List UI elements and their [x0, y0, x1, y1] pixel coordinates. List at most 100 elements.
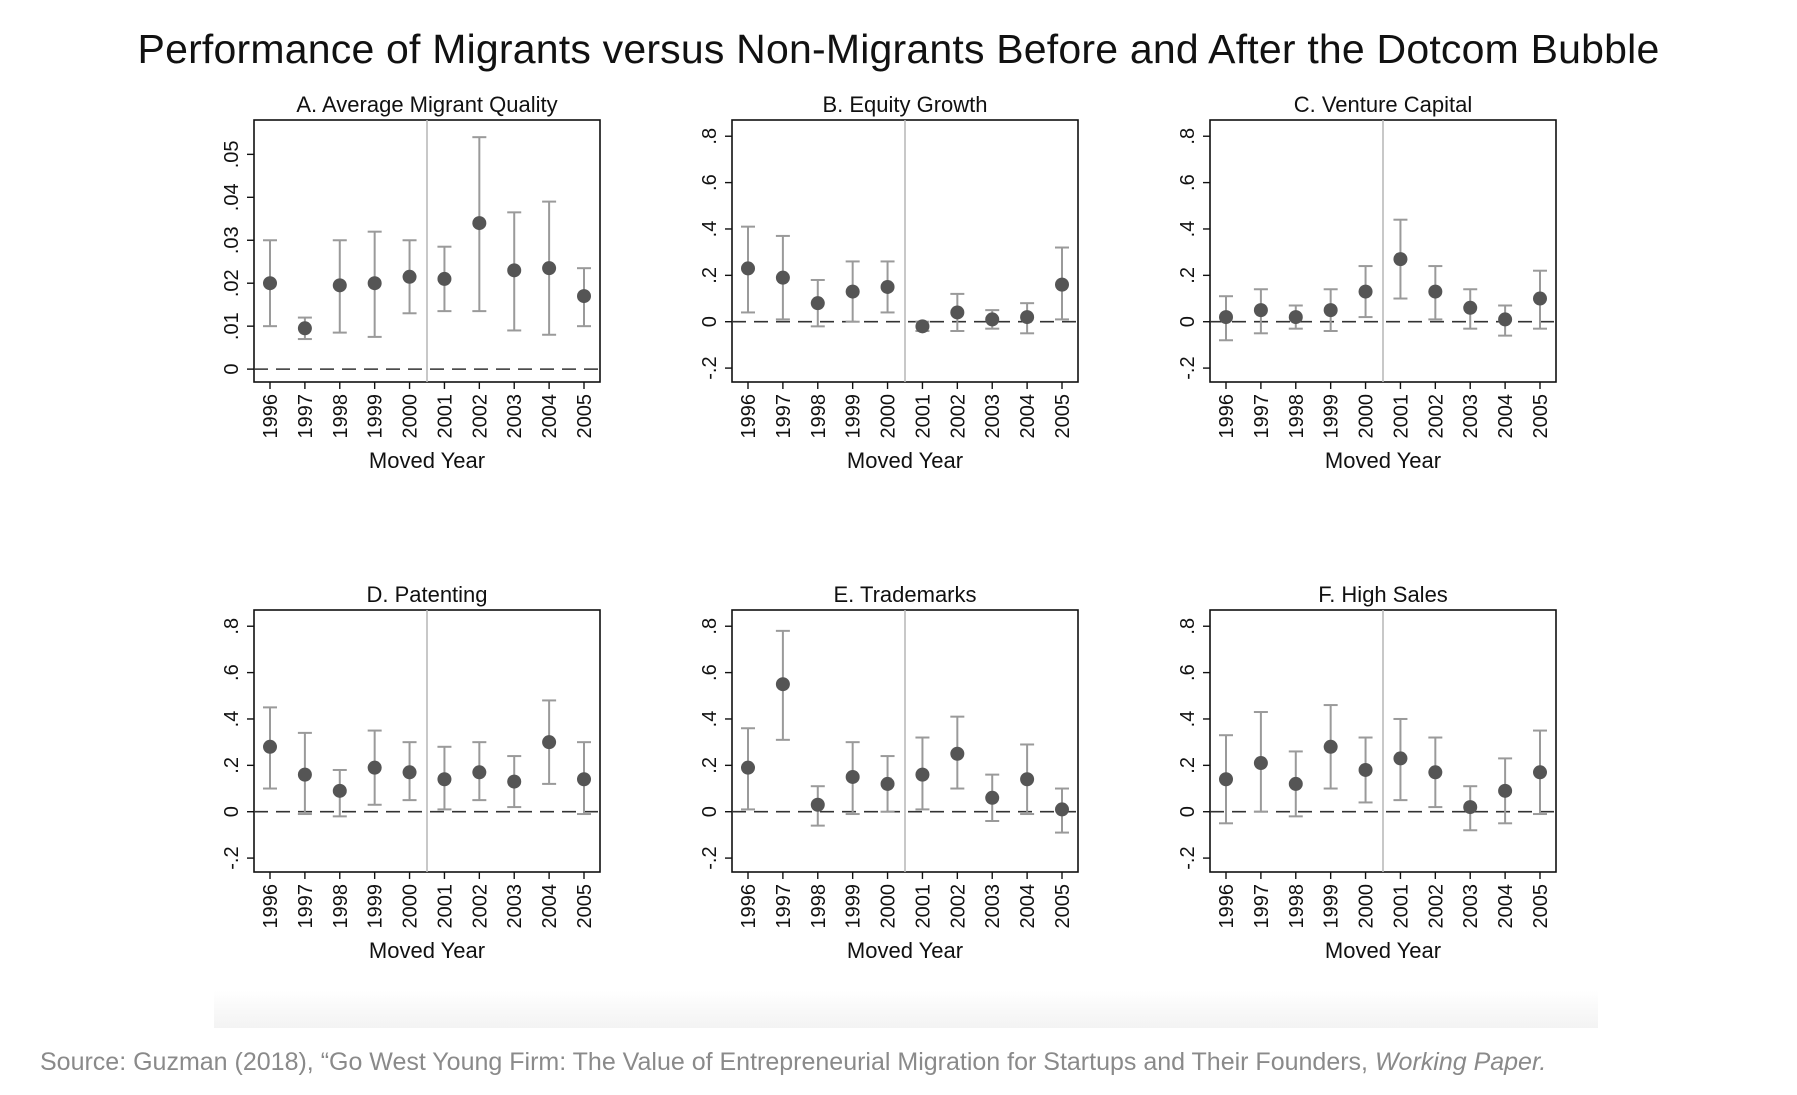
x-tick-label: 2005	[1530, 394, 1552, 439]
data-point	[741, 261, 755, 276]
data-point	[1428, 284, 1443, 299]
y-tick-label: .6	[221, 664, 243, 681]
y-tick-label: 0	[221, 806, 243, 817]
y-tick-label: 0	[1177, 806, 1199, 817]
data-point	[1253, 756, 1268, 771]
data-point	[1463, 800, 1478, 815]
data-point	[845, 769, 860, 784]
chart-title: F. High Sales	[1318, 582, 1448, 607]
x-tick-label: 1997	[295, 394, 317, 439]
data-point	[263, 276, 277, 291]
x-tick-label: 2000	[878, 394, 900, 439]
x-tick-label: 2005	[1530, 884, 1552, 929]
data-point	[437, 271, 452, 286]
chart-title: B. Equity Growth	[822, 92, 987, 117]
x-tick-label: 1996	[260, 394, 282, 439]
y-tick-label: 0	[221, 364, 243, 375]
x-tick-label: 2001	[434, 394, 456, 439]
x-tick-label: 2000	[1356, 394, 1378, 439]
y-tick-label: -.2	[1177, 846, 1199, 869]
data-point	[1020, 772, 1035, 787]
data-point	[880, 279, 895, 294]
data-point	[985, 790, 1000, 805]
x-tick-label: 1999	[365, 394, 387, 439]
x-tick-label: 2003	[504, 884, 526, 929]
y-tick-label: 0	[699, 806, 721, 817]
x-tick-label: 1997	[1251, 884, 1273, 929]
y-tick-label: .04	[221, 183, 243, 211]
data-point	[880, 776, 895, 791]
chart-d-patenting: D. Patenting -.2 0 .2 .4 .6 .8 1996 1997 1998 1999…	[221, 582, 601, 963]
x-tick-label: 1996	[1216, 884, 1238, 929]
x-tick-label: 1999	[1321, 884, 1343, 929]
data-point	[437, 772, 452, 787]
y-tick-label: .2	[699, 757, 721, 774]
data-point	[950, 305, 965, 320]
data-point	[542, 261, 557, 276]
data-point	[1055, 277, 1069, 292]
y-tick-label: .4	[699, 711, 721, 728]
x-tick-label: 2004	[1495, 884, 1517, 929]
x-tick-label: 2004	[1017, 884, 1039, 929]
x-tick-label: 2003	[1460, 884, 1482, 929]
y-tick-label: .4	[699, 221, 721, 238]
data-point	[507, 263, 522, 278]
x-tick-label: 2003	[504, 394, 526, 439]
x-tick-label: 2001	[1390, 394, 1412, 439]
data-point	[577, 772, 591, 787]
x-tick-label: 2001	[912, 884, 934, 929]
y-tick-label: .05	[221, 140, 243, 168]
chart-title: D. Patenting	[366, 582, 487, 607]
chart-title: C. Venture Capital	[1294, 92, 1473, 117]
data-point	[775, 677, 790, 692]
chart-b-equity-growth: B. Equity Growth -.2 0 .2 .4 .6 .8 1996 1997 1998…	[699, 92, 1079, 473]
y-tick-label: .8	[221, 618, 243, 635]
x-tick-label: 2002	[469, 394, 491, 439]
data-point	[542, 735, 557, 750]
data-point	[810, 296, 825, 311]
figure-title: Performance of Migrants versus Non-Migra…	[137, 26, 1660, 72]
x-tick-label: 1998	[1286, 884, 1308, 929]
data-point	[1358, 762, 1373, 777]
data-point	[1533, 765, 1547, 780]
x-tick-label: 1996	[1216, 394, 1238, 439]
data-point	[263, 739, 277, 754]
x-tick-label: 2002	[469, 884, 491, 929]
data-point	[1219, 772, 1233, 787]
data-point	[1055, 802, 1069, 817]
x-tick-label: 2002	[947, 394, 969, 439]
data-point	[472, 765, 487, 780]
x-axis-label: Moved Year	[369, 448, 485, 473]
x-tick-label: 1997	[295, 884, 317, 929]
data-point	[741, 760, 755, 775]
x-axis-label: Moved Year	[369, 938, 485, 963]
source-note: Source: Guzman (2018), “Go West Young Fi…	[40, 1048, 1780, 1077]
x-tick-label: 1997	[1251, 394, 1273, 439]
x-tick-label: 2005	[1052, 394, 1074, 439]
data-point	[1323, 739, 1338, 754]
x-tick-label: 1998	[808, 884, 830, 929]
data-point	[810, 797, 825, 812]
x-axis-label: Moved Year	[1325, 938, 1441, 963]
y-tick-label: -.2	[221, 846, 243, 869]
y-tick-label: .2	[1177, 757, 1199, 774]
y-tick-label: .8	[1177, 128, 1199, 145]
chart-title: A. Average Migrant Quality	[296, 92, 557, 117]
y-tick-label: -.2	[1177, 356, 1199, 379]
y-tick-label: .6	[1177, 664, 1199, 681]
y-tick-label: 0	[1177, 316, 1199, 327]
chart-title: E. Trademarks	[833, 582, 976, 607]
x-tick-label: 2001	[912, 394, 934, 439]
data-point	[472, 216, 487, 231]
y-tick-label: -.2	[699, 846, 721, 869]
y-tick-label: .6	[699, 174, 721, 191]
data-point	[297, 321, 312, 336]
x-axis-label: Moved Year	[1325, 448, 1441, 473]
x-tick-label: 1996	[260, 884, 282, 929]
data-point	[367, 760, 382, 775]
y-tick-label: .4	[1177, 221, 1199, 238]
y-tick-label: .2	[699, 267, 721, 284]
x-tick-label: 2004	[539, 394, 561, 439]
x-axis-label: Moved Year	[847, 448, 963, 473]
y-tick-label: .02	[221, 269, 243, 297]
